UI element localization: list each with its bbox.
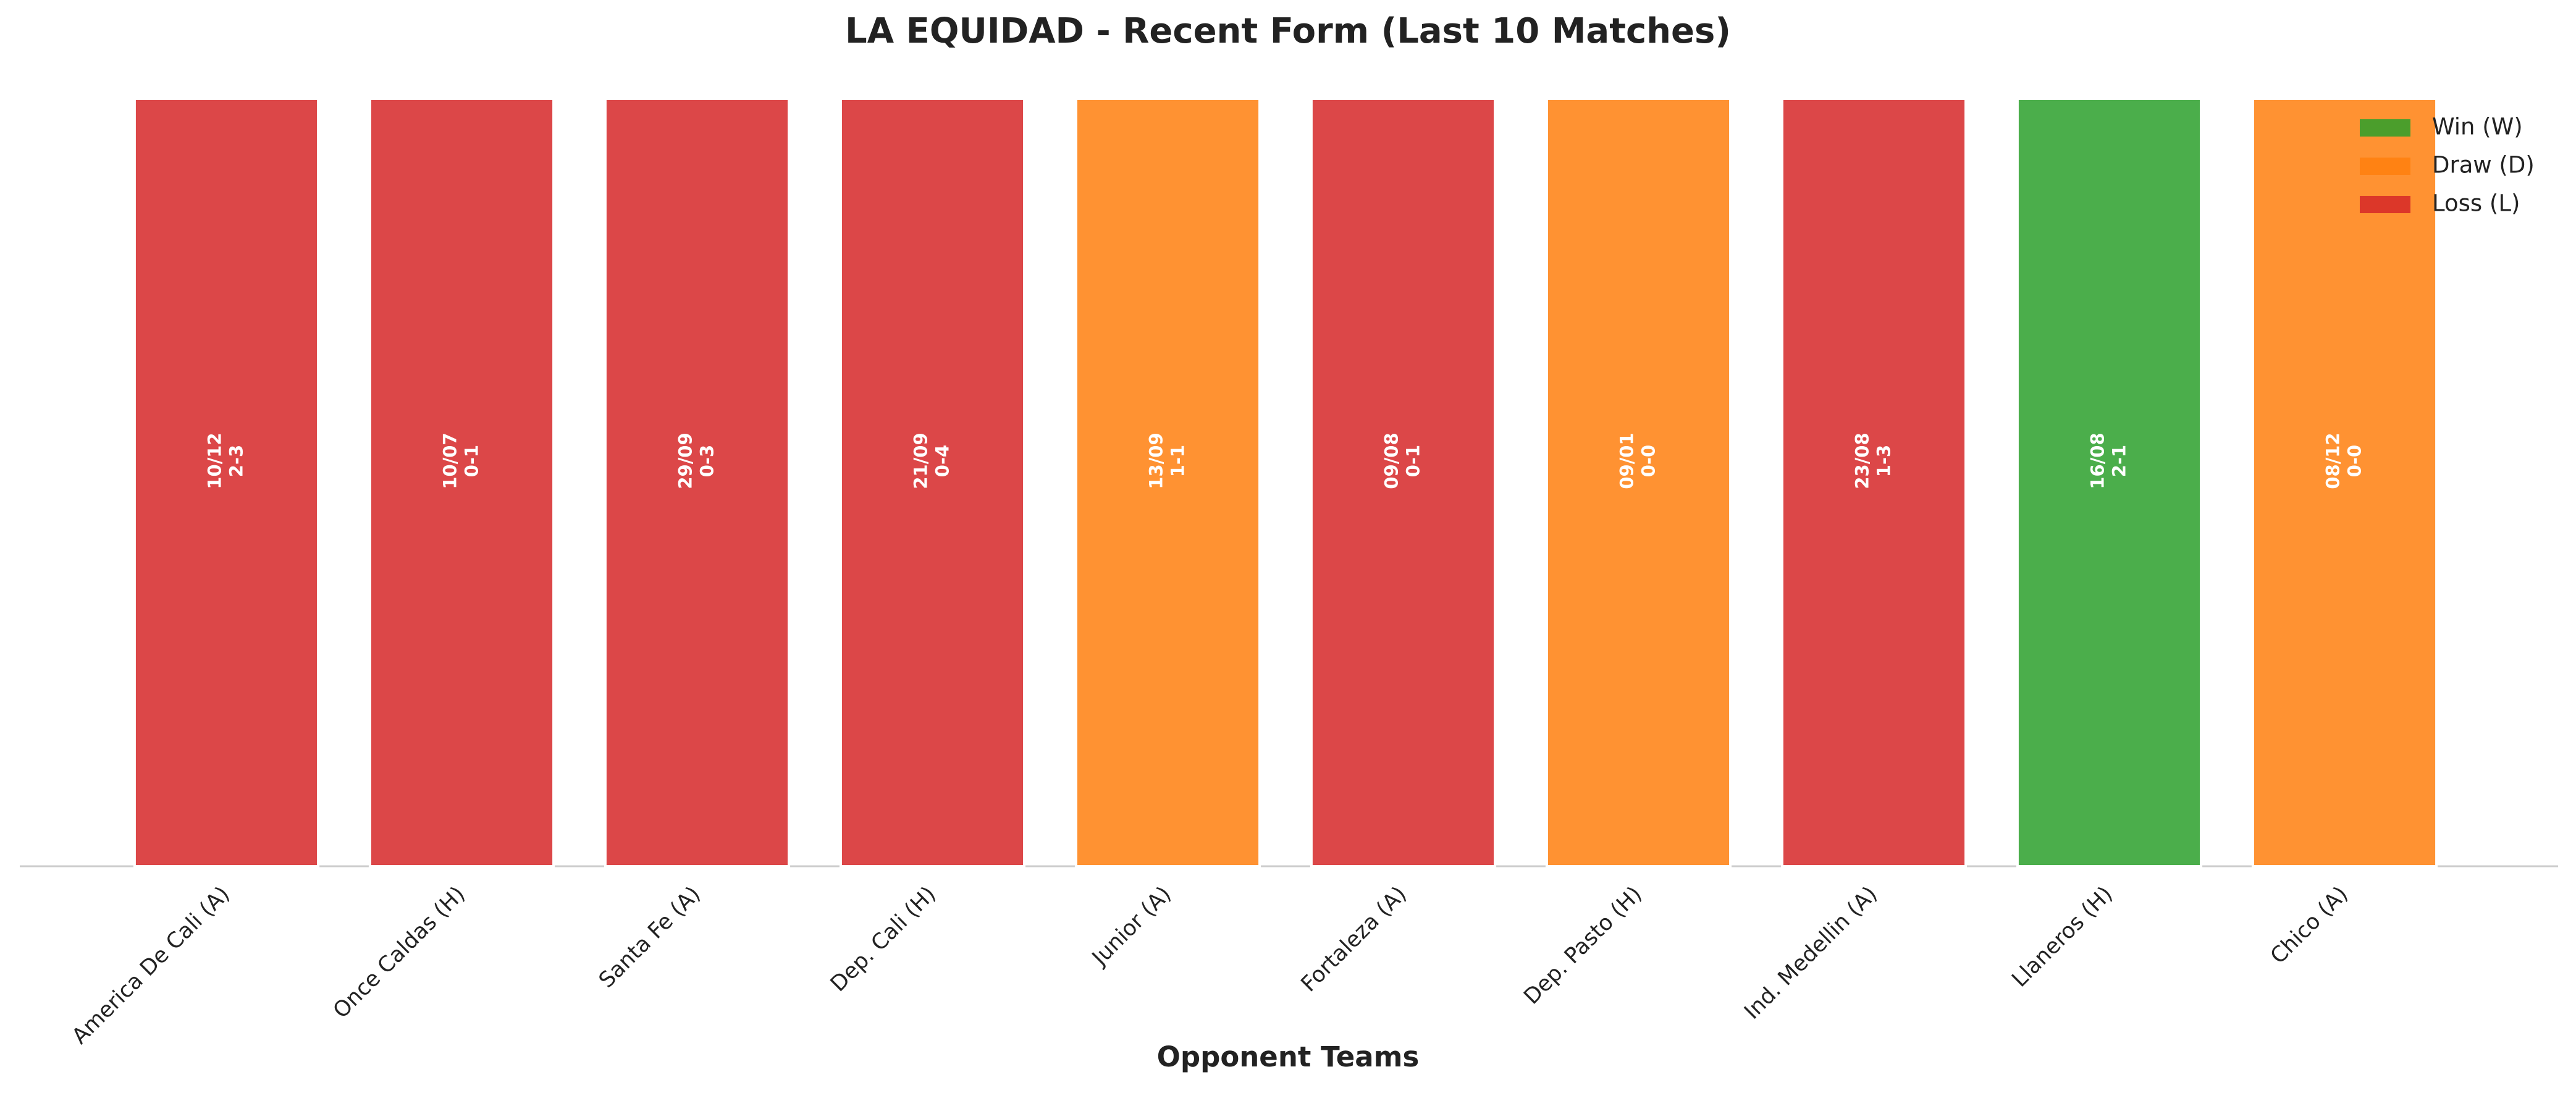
x-tick-label: Santa Fe (A) <box>594 882 705 993</box>
bar <box>1310 98 1497 867</box>
bar-score-label: 0-1 <box>1403 445 1424 477</box>
x-tick-label: Junior (A) <box>1087 882 1176 971</box>
x-tick-label: America De Cali (A) <box>67 882 235 1049</box>
x-axis-title: Opponent Teams <box>1157 1040 1420 1073</box>
legend-swatch <box>2360 119 2410 137</box>
bar-date-label: 08/12 <box>2323 433 2344 489</box>
x-tick-label: Llaneros (H) <box>2007 882 2117 992</box>
x-tick-label: Dep. Cali (H) <box>826 882 941 997</box>
bar <box>2016 98 2203 867</box>
x-tick-label: Chico (A) <box>2266 882 2353 969</box>
bar <box>839 98 1026 867</box>
x-tick-label: Dep. Pasto (H) <box>1519 882 1647 1010</box>
bar <box>1780 98 1968 867</box>
bar <box>604 98 791 867</box>
x-tick-label: Ind. Medellin (A) <box>1740 882 1882 1024</box>
legend-swatch <box>2360 196 2410 213</box>
bar <box>2251 98 2438 867</box>
bar <box>368 98 555 867</box>
bar-date-label: 10/07 <box>440 433 461 489</box>
legend-label: Draw (D) <box>2432 152 2535 179</box>
bar-date-label: 21/09 <box>911 433 932 489</box>
bar <box>1074 98 1261 867</box>
bar-score-label: 1-1 <box>1168 445 1189 477</box>
bar-date-label: 29/09 <box>675 433 696 489</box>
chart-title: LA EQUIDAD - Recent Form (Last 10 Matche… <box>845 11 1731 51</box>
legend-label: Win (W) <box>2432 114 2523 140</box>
legend-swatch <box>2360 158 2410 175</box>
bar-date-label: 09/08 <box>1381 433 1402 489</box>
bar-score-label: 1-3 <box>1874 445 1895 477</box>
bar-score-label: 0-3 <box>697 445 718 477</box>
bar-date-label: 13/09 <box>1146 433 1167 489</box>
bar-score-label: 2-3 <box>226 445 247 477</box>
bar-date-label: 16/08 <box>2087 433 2108 489</box>
bar-date-label: 23/08 <box>1852 433 1873 489</box>
legend-label: Loss (L) <box>2432 190 2520 217</box>
bar-date-label: 10/12 <box>204 433 225 489</box>
bar-score-label: 2-1 <box>2109 445 2130 477</box>
bar-date-label: 09/01 <box>1617 433 1638 489</box>
bar <box>1545 98 1732 867</box>
x-tick-label: Once Caldas (H) <box>329 882 470 1023</box>
x-tick-label: Fortaleza (A) <box>1297 882 1412 997</box>
bar-score-label: 0-4 <box>932 445 953 477</box>
bar-score-label: 0-1 <box>461 445 482 477</box>
bar <box>133 98 320 867</box>
bar-score-label: 0-0 <box>1638 445 1659 477</box>
bar-score-label: 0-0 <box>2344 445 2365 477</box>
